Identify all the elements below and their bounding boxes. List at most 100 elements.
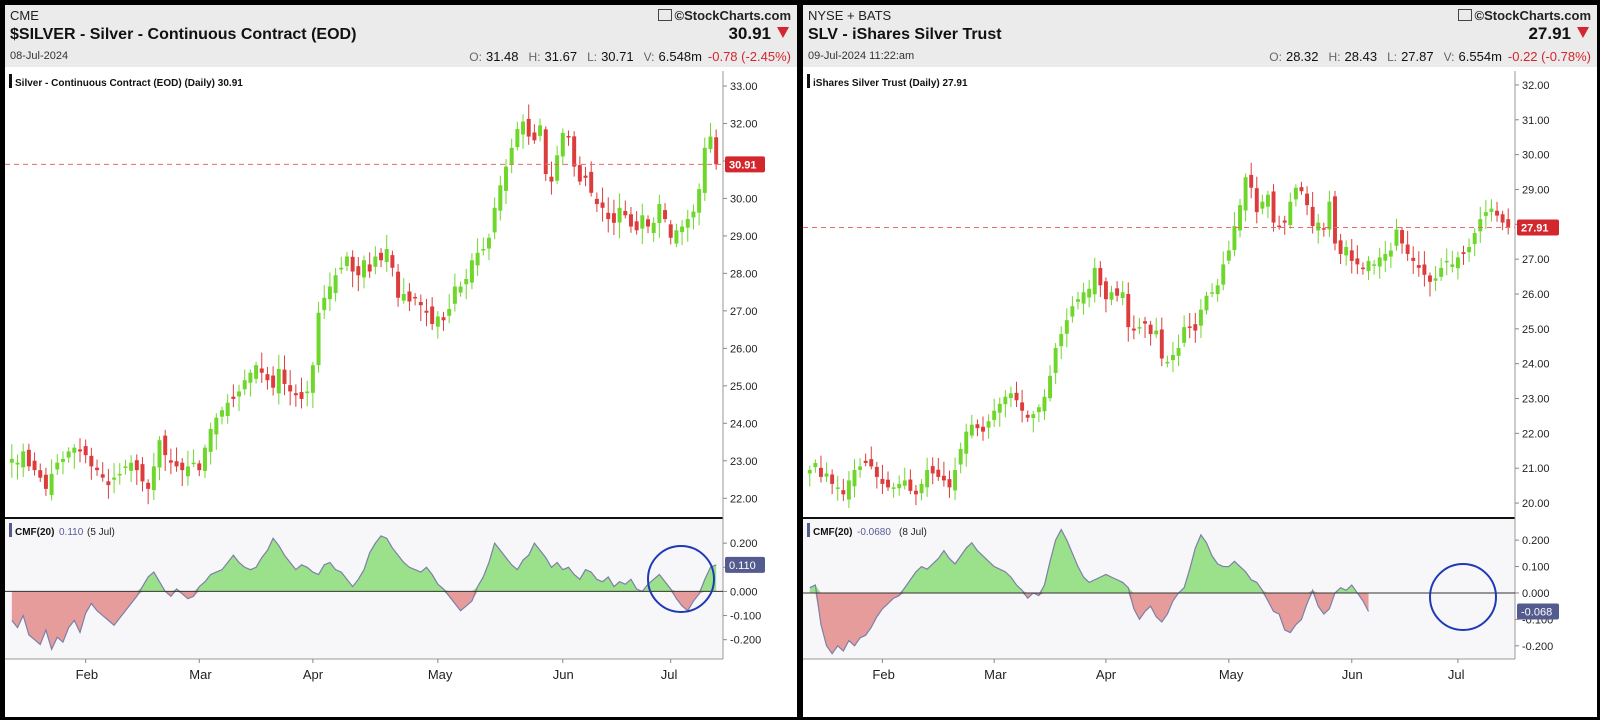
- candle: [1405, 244, 1410, 254]
- candle: [60, 458, 65, 462]
- price-and-cmf-chart[interactable]: 22.00 23.00 24.00 25.00 26.00 27.00 28.00 29.00…: [5, 67, 797, 717]
- candle: [447, 308, 452, 316]
- candle: [492, 207, 497, 233]
- candle: [271, 375, 276, 388]
- cmf-tick-label: -0.200: [730, 635, 761, 647]
- high-value: 31.67: [544, 49, 578, 64]
- low-value: 27.87: [1401, 49, 1434, 64]
- symbol-title: $SILVER - Silver - Continuous Contract (…: [10, 26, 357, 43]
- cmf-date-label: (8 Jul): [899, 527, 927, 538]
- candle: [112, 477, 117, 480]
- candle: [1193, 324, 1198, 331]
- candle: [384, 249, 389, 263]
- candle: [469, 260, 474, 283]
- candle: [1333, 196, 1337, 244]
- candle: [708, 136, 713, 150]
- down-arrow-icon: [777, 27, 789, 38]
- cmf-tick-label: 0.200: [1522, 535, 1550, 547]
- brand-text: StockCharts.com: [684, 8, 791, 23]
- candle: [874, 466, 879, 477]
- candle: [1120, 292, 1125, 299]
- candle: [225, 402, 230, 416]
- candle: [248, 372, 253, 383]
- y-tick-label: 26.00: [730, 343, 758, 355]
- y-tick-label: 32.00: [730, 118, 758, 130]
- y-tick-label: 23.00: [1522, 394, 1550, 406]
- y-tick-label: 21.00: [1522, 463, 1550, 475]
- cmf-badge: [1517, 603, 1559, 620]
- candle: [589, 171, 594, 193]
- candle: [1416, 265, 1421, 268]
- candle: [1483, 212, 1488, 216]
- candle: [1053, 348, 1058, 373]
- candle: [1327, 201, 1332, 230]
- candle: [1070, 306, 1075, 317]
- price-and-cmf-chart[interactable]: 20.00 21.00 22.00 23.00 24.00 25.00 26.00 27.00…: [803, 67, 1597, 717]
- price-label-marker: [807, 74, 810, 88]
- candle: [560, 132, 565, 157]
- candle: [1249, 174, 1254, 188]
- candle: [1455, 257, 1460, 269]
- candle: [1366, 260, 1371, 272]
- candle: [975, 424, 980, 429]
- candle: [185, 466, 190, 477]
- low-value: 30.71: [601, 49, 634, 64]
- candle: [830, 474, 835, 484]
- cmf-label-marker: [807, 523, 810, 537]
- candle: [964, 431, 969, 454]
- candle: [1495, 210, 1499, 216]
- candle: [538, 125, 543, 136]
- candle: [902, 480, 907, 486]
- candle: [886, 479, 890, 488]
- candle: [15, 462, 20, 465]
- stockcharts-brand[interactable]: ©StockCharts.com: [658, 8, 791, 23]
- candle: [1210, 292, 1215, 294]
- cmf-line: [809, 528, 1370, 655]
- candle: [628, 214, 633, 227]
- candle: [1467, 246, 1472, 253]
- price-plot-area: [803, 71, 1515, 517]
- candle: [521, 121, 526, 135]
- x-tick-label: Jun: [1342, 667, 1363, 682]
- y-tick-label: 23.00: [730, 456, 758, 468]
- stockcharts-brand[interactable]: ©StockCharts.com: [1458, 8, 1591, 23]
- candle: [566, 136, 571, 138]
- candle: [936, 469, 941, 477]
- candle: [908, 479, 913, 491]
- highlight-circle: [647, 545, 715, 613]
- candle: [106, 481, 111, 486]
- y-tick-label: 30.00: [1522, 150, 1550, 162]
- x-tick-label: Jun: [553, 667, 574, 682]
- candle: [1092, 267, 1097, 295]
- candle: [237, 391, 242, 397]
- candle: [919, 483, 924, 494]
- candle: [100, 474, 105, 478]
- candle: [123, 466, 128, 468]
- candle: [1036, 407, 1041, 413]
- cmf-tick-label: 0.100: [1522, 562, 1550, 574]
- candle: [339, 267, 344, 270]
- candle: [981, 426, 985, 432]
- candle: [486, 237, 491, 249]
- down-arrow-icon: [1577, 27, 1589, 38]
- candle: [1059, 334, 1064, 347]
- y-tick-label: 30.00: [730, 193, 758, 205]
- candle: [146, 482, 151, 489]
- candle: [134, 460, 139, 471]
- candle: [858, 466, 863, 470]
- candle: [475, 252, 480, 266]
- y-tick-label: 33.00: [730, 81, 758, 93]
- candle: [1221, 264, 1226, 285]
- candle: [1450, 264, 1455, 267]
- candle: [390, 255, 395, 268]
- candle: [191, 462, 196, 465]
- candle: [646, 219, 650, 227]
- x-tick-label: Feb: [872, 667, 894, 682]
- candle: [424, 310, 429, 313]
- candle: [1310, 206, 1315, 227]
- candle: [813, 462, 818, 468]
- candle: [293, 393, 298, 396]
- candle: [600, 202, 605, 208]
- y-tick-label: 22.00: [730, 493, 758, 505]
- candle: [680, 226, 685, 233]
